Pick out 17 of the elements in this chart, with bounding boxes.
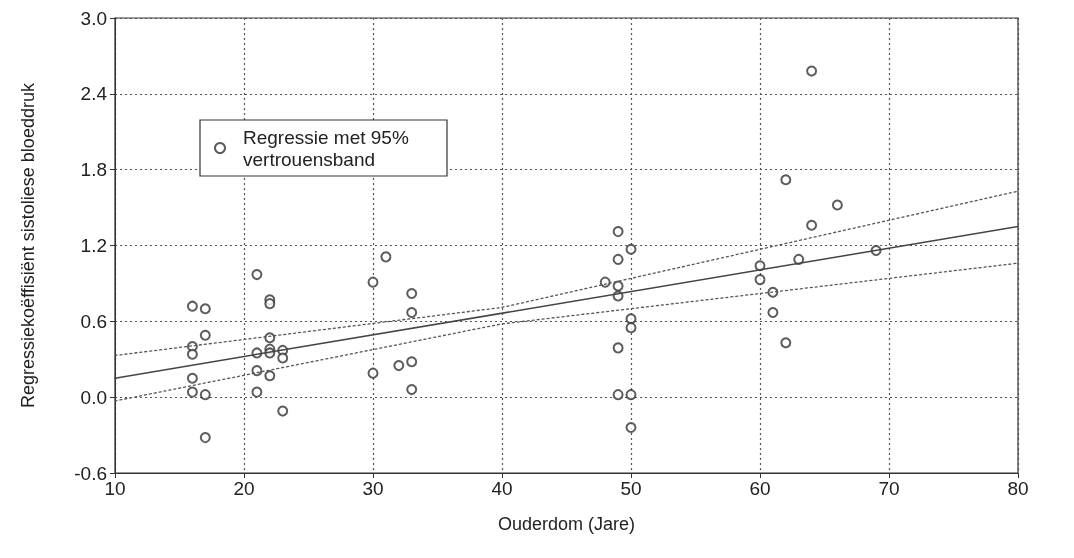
y-tick-label: 3.0	[80, 7, 107, 29]
x-tick-label: 70	[878, 478, 900, 499]
y-tick-label: 2.4	[80, 83, 108, 105]
y-tick-label: 1.2	[80, 235, 107, 256]
legend-label: Regressie met 95% vertrouensband	[243, 126, 415, 170]
y-tick-label: 0.6	[80, 310, 107, 332]
y-tick-label: -0.6	[74, 462, 107, 484]
x-tick-label: 50	[620, 478, 642, 499]
x-axis-title: Ouderdom (Jare)	[497, 514, 636, 534]
y-axis-title: Regressiekoëffisiënt sistoliese bloeddruk	[18, 82, 38, 408]
x-tick-label: 40	[491, 478, 513, 499]
x-tick-label: 20	[233, 478, 255, 499]
x-tick-label: 80	[1007, 478, 1029, 499]
x-tick-label: 60	[749, 478, 771, 499]
y-tick-label: 1.8	[80, 159, 107, 181]
y-tick-label: 0.0	[80, 386, 107, 408]
x-tick-label: 30	[362, 478, 384, 499]
